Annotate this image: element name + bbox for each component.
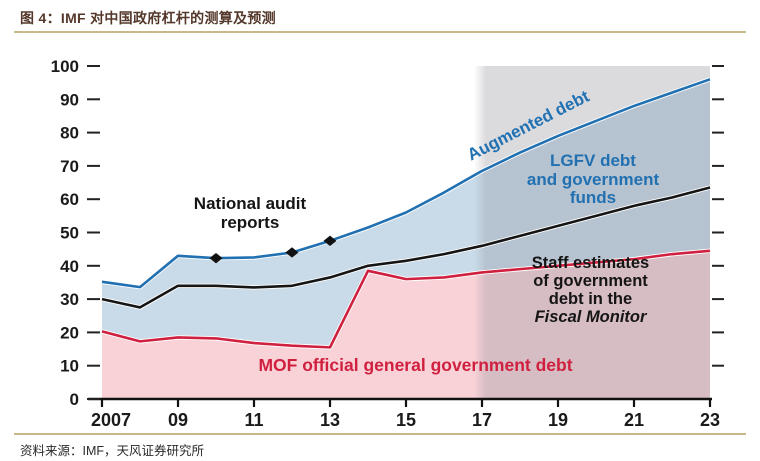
x-tick-label: 19 [548, 410, 568, 430]
y-tick-label: 90 [60, 90, 79, 109]
x-tick-label: 09 [168, 410, 188, 430]
y-tick-label: 0 [70, 390, 79, 409]
y-tick-label: 40 [60, 257, 79, 276]
y-tick-label: 80 [60, 124, 79, 143]
figure-title: 图 4：IMF 对中国政府杠杆的测算及预测 [20, 10, 276, 26]
x-tick-label: 15 [396, 410, 416, 430]
y-tick-label: 20 [60, 323, 79, 342]
y-tick-label: 60 [60, 190, 79, 209]
mof-debt-line [101, 249, 711, 349]
forecast-band [474, 66, 710, 399]
audit-diamond-marker [285, 247, 299, 258]
y-tick-label: 30 [60, 290, 79, 309]
staff-estimates-line [101, 186, 711, 309]
audit-diamond-marker [323, 235, 337, 247]
y-tick-label: 70 [60, 157, 79, 176]
x-tick-label: 13 [320, 410, 340, 430]
x-tick-label: 11 [244, 410, 263, 430]
audit-diamond-marker [209, 252, 223, 264]
x-tick-label: 21 [624, 410, 644, 430]
source-text: 资料来源：IMF，天风证券研究所 [20, 444, 205, 458]
footer-rule [14, 433, 746, 435]
y-tick-label: 50 [60, 224, 79, 243]
title-rule [14, 31, 746, 33]
x-tick-label: 23 [700, 410, 720, 430]
augmented-debt-line [101, 78, 711, 289]
y-tick-label: 10 [60, 357, 79, 376]
y-tick-label: 100 [51, 57, 79, 76]
x-tick-label: 17 [472, 410, 492, 430]
x-tick-label: 2007 [91, 410, 131, 430]
